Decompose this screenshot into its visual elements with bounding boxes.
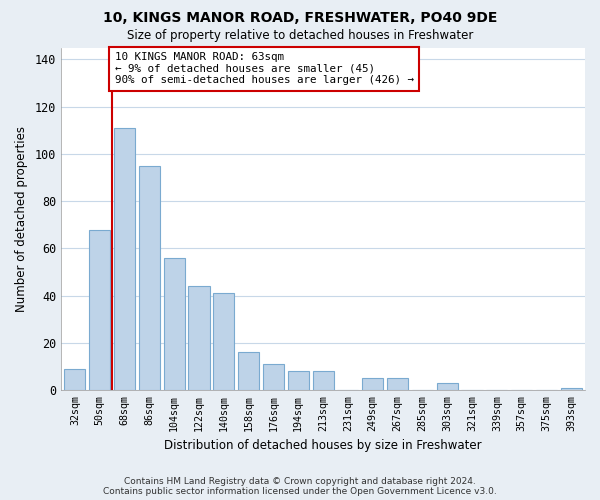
Text: Size of property relative to detached houses in Freshwater: Size of property relative to detached ho… xyxy=(127,29,473,42)
Bar xyxy=(437,383,458,390)
Bar xyxy=(362,378,383,390)
Bar xyxy=(213,294,235,390)
Bar xyxy=(64,369,85,390)
Bar xyxy=(89,230,110,390)
Text: 10, KINGS MANOR ROAD, FRESHWATER, PO40 9DE: 10, KINGS MANOR ROAD, FRESHWATER, PO40 9… xyxy=(103,12,497,26)
Bar xyxy=(313,372,334,390)
X-axis label: Distribution of detached houses by size in Freshwater: Distribution of detached houses by size … xyxy=(164,440,482,452)
Y-axis label: Number of detached properties: Number of detached properties xyxy=(15,126,28,312)
Bar xyxy=(288,372,309,390)
Bar xyxy=(114,128,135,390)
Text: 10 KINGS MANOR ROAD: 63sqm
← 9% of detached houses are smaller (45)
90% of semi-: 10 KINGS MANOR ROAD: 63sqm ← 9% of detac… xyxy=(115,52,413,86)
Text: Contains HM Land Registry data © Crown copyright and database right 2024.: Contains HM Land Registry data © Crown c… xyxy=(124,477,476,486)
Bar xyxy=(164,258,185,390)
Bar xyxy=(263,364,284,390)
Bar xyxy=(188,286,209,391)
Bar xyxy=(238,352,259,391)
Bar xyxy=(139,166,160,390)
Bar xyxy=(387,378,408,390)
Bar xyxy=(561,388,582,390)
Text: Contains public sector information licensed under the Open Government Licence v3: Contains public sector information licen… xyxy=(103,487,497,496)
